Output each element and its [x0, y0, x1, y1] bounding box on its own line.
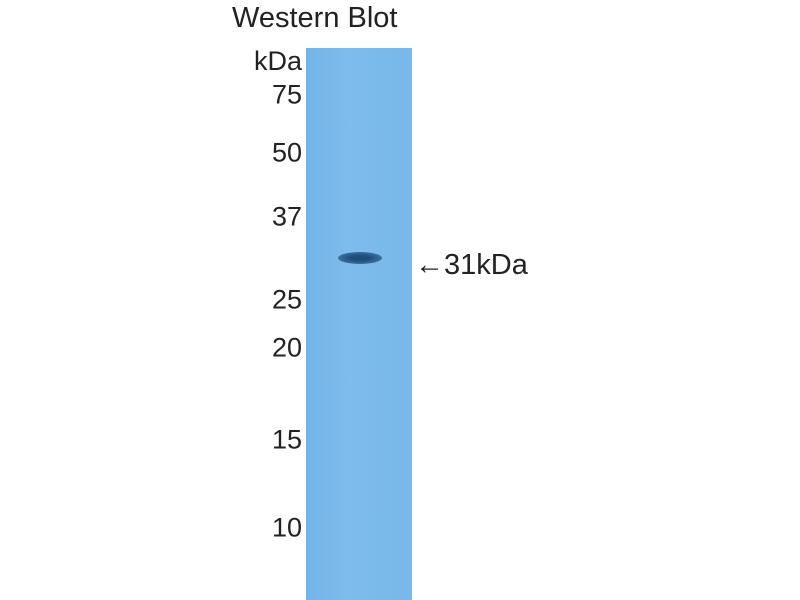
marker-label: 20	[271, 332, 302, 363]
marker-label: 25	[271, 284, 302, 315]
blot-title: Western Blot	[232, 2, 398, 34]
band-annotation: ←31kDa	[415, 249, 528, 281]
blot-lane	[306, 48, 412, 600]
marker-label: 10	[271, 512, 302, 543]
marker-label: 50	[271, 137, 302, 168]
protein-band	[338, 252, 382, 264]
marker-label: 75	[271, 79, 302, 110]
unit-label: kDa	[253, 46, 302, 76]
marker-label: 37	[271, 201, 302, 232]
marker-label: 15	[271, 424, 302, 455]
